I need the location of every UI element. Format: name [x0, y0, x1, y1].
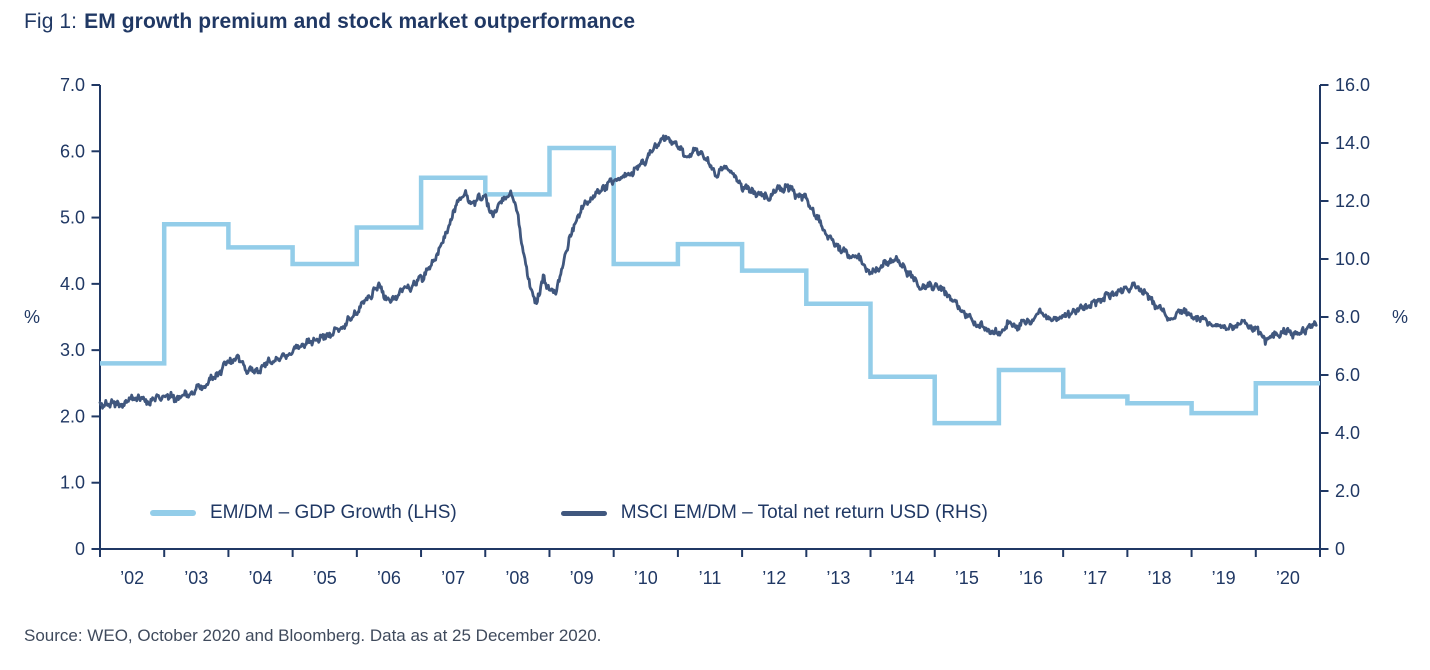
left-axis-unit-label: %: [24, 307, 40, 327]
x-axis-year-label: ’13: [826, 568, 850, 588]
x-axis-year-label: ’17: [1083, 568, 1107, 588]
x-axis-year-label: ’02: [120, 568, 144, 588]
right-axis-tick-label: 16.0: [1335, 75, 1370, 95]
figure-header: Fig 1: EM growth premium and stock market…: [24, 10, 635, 34]
x-axis-year-label: ’07: [441, 568, 465, 588]
x-axis-year-label: ’08: [505, 568, 529, 588]
right-axis-tick-label: 14.0: [1335, 133, 1370, 153]
gdp-growth-series-line: [100, 145, 1320, 426]
x-axis-year-label: ’10: [634, 568, 658, 588]
x-axis-year-label: ’16: [1019, 568, 1043, 588]
x-axis-year-label: ’20: [1276, 568, 1300, 588]
legend-item-msci-return: MSCI EM/DM – Total net return USD (RHS): [560, 502, 988, 524]
source-note: Source: WEO, October 2020 and Bloomberg.…: [24, 626, 602, 645]
x-axis-year-label: ’11: [699, 568, 722, 588]
figure-number: Fig 1:: [24, 10, 78, 33]
legend-label: MSCI EM/DM – Total net return USD (RHS): [620, 502, 988, 523]
left-axis-tick-label: 5.0: [60, 208, 85, 228]
x-axis-year-label: ’15: [955, 568, 979, 588]
x-axis-year-label: ’09: [570, 568, 594, 588]
right-axis-tick-label: 4.0: [1335, 423, 1360, 443]
msci-series-swatch: [560, 510, 607, 516]
msci-series-line: [98, 134, 1318, 410]
x-axis-year-label: ’06: [377, 568, 401, 588]
right-axis-tick-label: 10.0: [1335, 249, 1370, 269]
right-axis-tick-label: 8.0: [1335, 307, 1360, 327]
chart-legend: EM/DM – GDP Growth (LHS) MSCI EM/DM – To…: [150, 502, 988, 524]
figure-title-text: EM growth premium and stock market outpe…: [84, 10, 636, 33]
axis-frame: [99, 85, 1321, 550]
left-axis-tick-label: 2.0: [60, 406, 85, 426]
x-axis-year-label: ’18: [1147, 568, 1171, 588]
x-axis-year-label: ’19: [1212, 568, 1236, 588]
right-axis-tick-label: 6.0: [1335, 365, 1360, 385]
x-axis-year-label: ’04: [249, 568, 273, 588]
right-axis-tick-label: 0: [1335, 539, 1345, 559]
x-axis-year-label: ’03: [184, 568, 208, 588]
x-axis-year-label: ’05: [313, 568, 337, 588]
left-axis-tick-label: 6.0: [60, 141, 85, 161]
x-axis-year-label: ’14: [891, 568, 915, 588]
left-axis-tick-label: 1.0: [60, 473, 85, 493]
right-axis-tick-label: 12.0: [1335, 191, 1370, 211]
left-axis-tick-label: 0: [75, 539, 85, 559]
legend-label: EM/DM – GDP Growth (LHS): [210, 502, 457, 523]
gdp-growth-series-swatch: [150, 510, 196, 516]
right-axis-tick-label: 2.0: [1335, 481, 1360, 501]
legend-item-gdp-growth: EM/DM – GDP Growth (LHS): [150, 502, 457, 524]
right-axis-unit-label: %: [1392, 307, 1408, 327]
left-axis-tick-label: 3.0: [60, 340, 85, 360]
left-axis-tick-label: 7.0: [60, 75, 85, 95]
x-axis-year-label: ’12: [762, 568, 786, 588]
left-axis-tick-label: 4.0: [60, 274, 85, 294]
